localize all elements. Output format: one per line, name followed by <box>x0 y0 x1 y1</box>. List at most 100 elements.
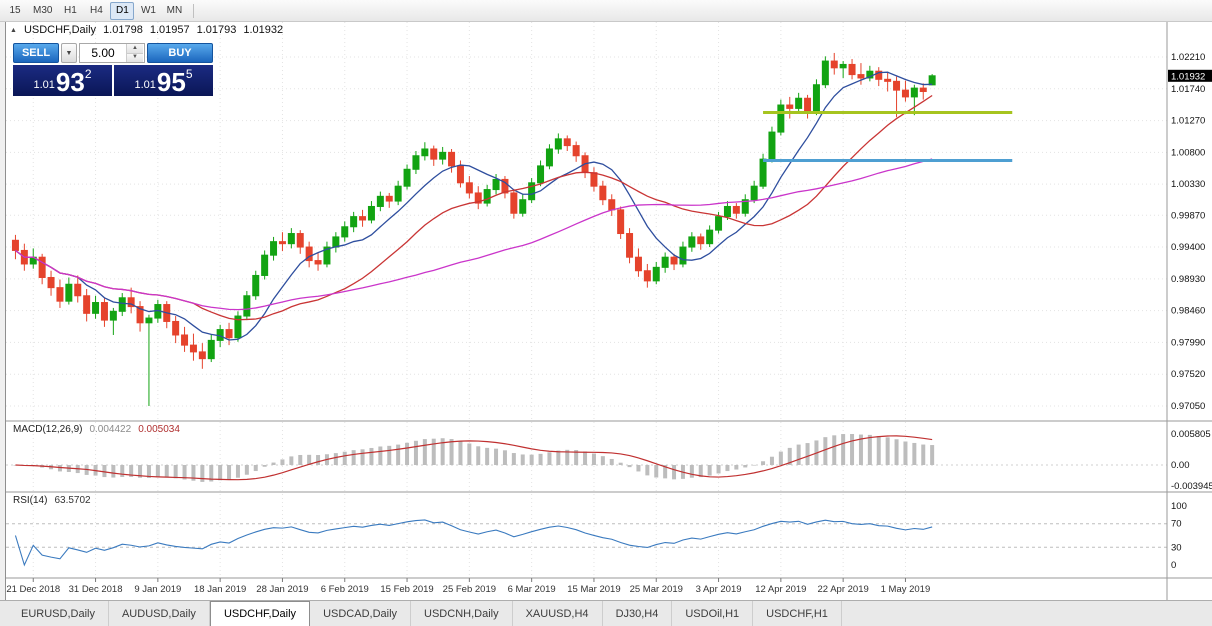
ohlc-high-value: 1.01957 <box>149 24 190 36</box>
rsi-name: RSI(14) <box>13 495 48 506</box>
svg-text:18 Jan 2019: 18 Jan 2019 <box>194 584 246 595</box>
chart-canvas[interactable]: 1.022101.017401.012701.008001.003300.998… <box>6 22 1212 600</box>
tab-usdcad-daily[interactable]: USDCAD,Daily <box>310 601 412 626</box>
volume-box: ▲ ▼ <box>79 43 145 63</box>
macd-indicator-label: MACD(12,26,9) 0.004422 0.005034 <box>13 424 180 435</box>
svg-text:21 Dec 2018: 21 Dec 2018 <box>6 584 60 595</box>
svg-text:1.01270: 1.01270 <box>1171 116 1205 127</box>
tab-usdchf-h1[interactable]: USDCHF,H1 <box>753 601 842 626</box>
buy-price-prefix: 1.01 <box>134 79 156 91</box>
sell-price-big-digits: 93 <box>55 67 85 97</box>
collapse-chart-icon[interactable]: ▲ <box>10 26 17 34</box>
rsi-layer <box>14 519 933 567</box>
svg-text:70: 70 <box>1171 519 1182 530</box>
volume-input[interactable] <box>80 44 126 62</box>
svg-text:1 May 2019: 1 May 2019 <box>881 584 931 595</box>
svg-text:1.00800: 1.00800 <box>1171 147 1205 158</box>
ohlc-close-value: 1.01932 <box>243 24 284 36</box>
chart-window: 1.02210 1.01740 1.01270 1.00800 1.00330 0.998… <box>5 22 1212 600</box>
svg-text:1.00330: 1.00330 <box>1171 179 1205 190</box>
rsi-indicator-label: RSI(14) 63.5702 <box>13 495 91 506</box>
spinner-down-icon: ▼ <box>132 54 138 61</box>
svg-text:6 Mar 2019: 6 Mar 2019 <box>508 584 556 595</box>
svg-text:15 Feb 2019: 15 Feb 2019 <box>380 584 433 595</box>
trade-prices-row: 1.01 93 2 1.01 95 5 <box>13 65 215 96</box>
buy-price-big-digits: 95 <box>156 67 186 97</box>
one-click-trading-panel: SELL ▼ ▲ ▼ BUY 1.01 93 2 1.0 <box>13 43 215 96</box>
tab-usdcnh-daily[interactable]: USDCNH,Daily <box>411 601 513 626</box>
ohlc-low-value: 1.01793 <box>196 24 237 36</box>
svg-text:0.005805: 0.005805 <box>1171 429 1211 440</box>
timeframe-toolbar: 15 M30 H1 H4 D1 W1 MN <box>0 0 1212 22</box>
rsi-value: 63.5702 <box>54 495 91 506</box>
svg-text:100: 100 <box>1171 501 1187 512</box>
ohlc-open-value: 1.01798 <box>103 24 143 36</box>
svg-text:0.97050: 0.97050 <box>1171 401 1205 412</box>
svg-text:0: 0 <box>1171 560 1176 571</box>
svg-text:0.98460: 0.98460 <box>1171 306 1205 317</box>
macd-layer <box>13 434 935 482</box>
spinner-up-icon: ▲ <box>132 44 138 51</box>
tab-audusd-daily[interactable]: AUDUSD,Daily <box>109 601 210 626</box>
svg-text:1.01740: 1.01740 <box>1171 84 1205 95</box>
sell-price-pip-digit: 2 <box>84 67 92 81</box>
volume-increase-button[interactable]: ▲ <box>127 44 143 54</box>
svg-text:1.01932: 1.01932 <box>1171 71 1205 82</box>
svg-text:25 Feb 2019: 25 Feb 2019 <box>443 584 496 595</box>
buy-price-display[interactable]: 1.01 95 5 <box>114 65 213 96</box>
volume-decrease-button[interactable]: ▼ <box>127 53 143 62</box>
chart-tab-bar: EURUSD,Daily AUDUSD,Daily USDCHF,Daily USDC… <box>0 600 1212 626</box>
svg-text:22 Apr 2019: 22 Apr 2019 <box>818 584 869 595</box>
svg-text:0.99870: 0.99870 <box>1171 210 1205 221</box>
timeframe-mn[interactable]: MN <box>162 2 186 20</box>
volume-dropdown-button[interactable]: ▼ <box>61 43 77 63</box>
svg-text:0.00: 0.00 <box>1171 460 1190 471</box>
timeframe-d1[interactable]: D1 <box>110 1 135 20</box>
svg-text:0.99400: 0.99400 <box>1171 242 1205 253</box>
svg-text:30: 30 <box>1171 542 1182 553</box>
macd-signal-value: 0.005034 <box>138 424 180 435</box>
buy-price-pip-digit: 5 <box>185 67 193 81</box>
tab-usdchf-daily[interactable]: USDCHF,Daily <box>209 601 311 626</box>
timeframe-w1[interactable]: W1 <box>136 2 160 20</box>
chart-symbol-label: USDCHF,Daily <box>23 24 97 36</box>
macd-name: MACD(12,26,9) <box>13 424 83 435</box>
svg-text:6 Feb 2019: 6 Feb 2019 <box>321 584 369 595</box>
svg-text:15 Mar 2019: 15 Mar 2019 <box>567 584 620 595</box>
svg-text:25 Mar 2019: 25 Mar 2019 <box>630 584 683 595</box>
sell-price-prefix: 1.01 <box>33 79 55 91</box>
svg-text:31 Dec 2018: 31 Dec 2018 <box>69 584 123 595</box>
separators-layer <box>6 22 1212 600</box>
chevron-down-icon: ▼ <box>65 49 73 57</box>
svg-text:0.97520: 0.97520 <box>1171 369 1205 380</box>
volume-spinner: ▲ ▼ <box>126 44 143 62</box>
toolbar-separator <box>193 3 195 18</box>
tab-dj30-h4[interactable]: DJ30,H4 <box>603 601 673 626</box>
sell-button[interactable]: SELL <box>13 43 59 63</box>
timeframe-m30[interactable]: M30 <box>29 2 56 20</box>
timeframe-15[interactable]: 15 <box>3 2 27 20</box>
svg-text:0.98930: 0.98930 <box>1171 274 1205 285</box>
moving-averages-layer <box>15 71 933 341</box>
svg-text:9 Jan 2019: 9 Jan 2019 <box>134 584 181 595</box>
svg-text:0.97990: 0.97990 <box>1171 337 1205 348</box>
svg-text:3 Apr 2019: 3 Apr 2019 <box>696 584 742 595</box>
timeframe-h4[interactable]: H4 <box>84 2 108 20</box>
sell-price-display[interactable]: 1.01 93 2 <box>13 65 112 96</box>
svg-text:12 Apr 2019: 12 Apr 2019 <box>755 584 806 595</box>
macd-main-value: 0.004422 <box>89 424 132 435</box>
price-scale-layer: 1.02210 1.01740 1.01270 1.00800 1.00330 0.998… <box>1168 52 1212 571</box>
tab-eurusd-daily[interactable]: EURUSD,Daily <box>8 601 109 626</box>
svg-text:-0.003945: -0.003945 <box>1171 481 1212 492</box>
date-axis-layer: 21 Dec 2018 31 Dec 2018 9 Jan 2019 18 Jan 2… <box>6 578 930 595</box>
svg-text:28 Jan 2019: 28 Jan 2019 <box>256 584 308 595</box>
chart-ohlc-header: ▲ USDCHF,Daily 1.01798 1.01957 1.01793 1… <box>10 24 283 36</box>
trade-controls-row: SELL ▼ ▲ ▼ BUY <box>13 43 215 63</box>
tab-usdoil-h1[interactable]: USDOil,H1 <box>672 601 754 626</box>
tab-xauusd-h4[interactable]: XAUUSD,H4 <box>513 601 603 626</box>
timeframe-h1[interactable]: H1 <box>58 2 82 20</box>
candles-layer <box>11 52 936 406</box>
drawn-objects-layer <box>763 110 1013 162</box>
buy-button[interactable]: BUY <box>147 43 213 63</box>
svg-text:1.02210: 1.02210 <box>1171 52 1205 63</box>
